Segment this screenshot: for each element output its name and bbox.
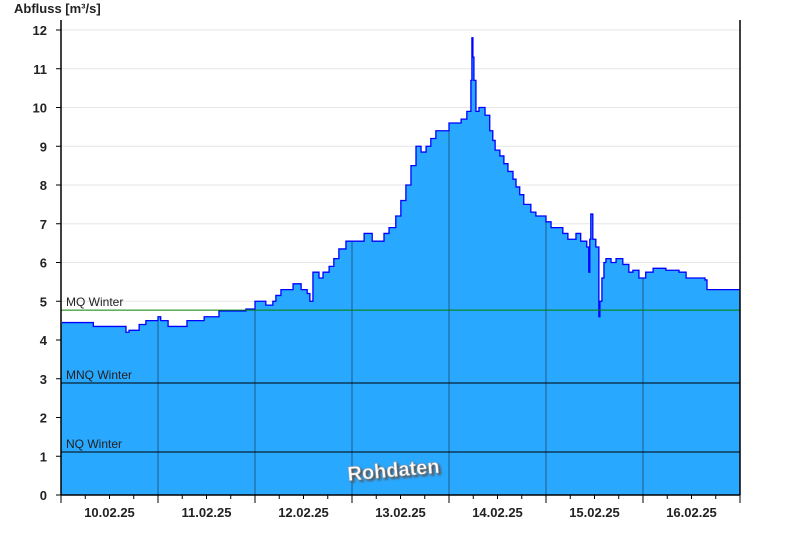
- y-tick-label: 7: [40, 217, 47, 232]
- y-axis-label: Abfluss [m³/s]: [14, 1, 101, 16]
- x-tick-label: 11.02.25: [182, 505, 232, 520]
- reference-line-label: MQ Winter: [66, 295, 123, 309]
- y-tick-label: 10: [33, 101, 47, 116]
- y-tick-label: 6: [40, 256, 47, 271]
- y-tick-label: 5: [40, 294, 47, 309]
- y-tick-label: 12: [33, 23, 47, 38]
- y-tick-label: 8: [40, 178, 47, 193]
- y-tick-label: 4: [40, 333, 48, 348]
- reference-line-label: NQ Winter: [66, 437, 122, 451]
- x-tick-label: 13.02.25: [375, 505, 426, 520]
- x-tick-label: 12.02.25: [278, 505, 329, 520]
- reference-line-label: MNQ Winter: [66, 368, 132, 382]
- discharge-line: [62, 37, 740, 333]
- y-tick-label: 9: [40, 139, 47, 154]
- y-tick-label: 3: [40, 372, 47, 387]
- y-tick-label: 2: [40, 411, 47, 426]
- x-tick-label: 15.02.25: [569, 505, 620, 520]
- x-tick-label: 14.02.25: [472, 505, 523, 520]
- y-tick-label: 0: [40, 488, 47, 503]
- y-tick-label: 1: [40, 449, 47, 464]
- x-tick-label: 16.02.25: [666, 505, 717, 520]
- y-tick-label: 11: [33, 62, 47, 77]
- discharge-area: [61, 37, 740, 495]
- x-tick-label: 10.02.25: [84, 505, 135, 520]
